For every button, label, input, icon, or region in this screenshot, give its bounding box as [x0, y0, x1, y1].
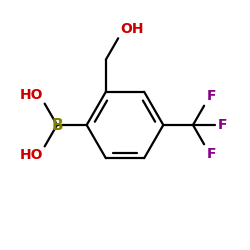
Text: OH: OH: [121, 22, 144, 36]
Text: F: F: [206, 147, 216, 161]
Text: F: F: [206, 89, 216, 103]
Text: F: F: [218, 118, 227, 132]
Text: HO: HO: [20, 88, 44, 102]
Text: HO: HO: [20, 148, 44, 162]
Text: B: B: [51, 118, 63, 132]
